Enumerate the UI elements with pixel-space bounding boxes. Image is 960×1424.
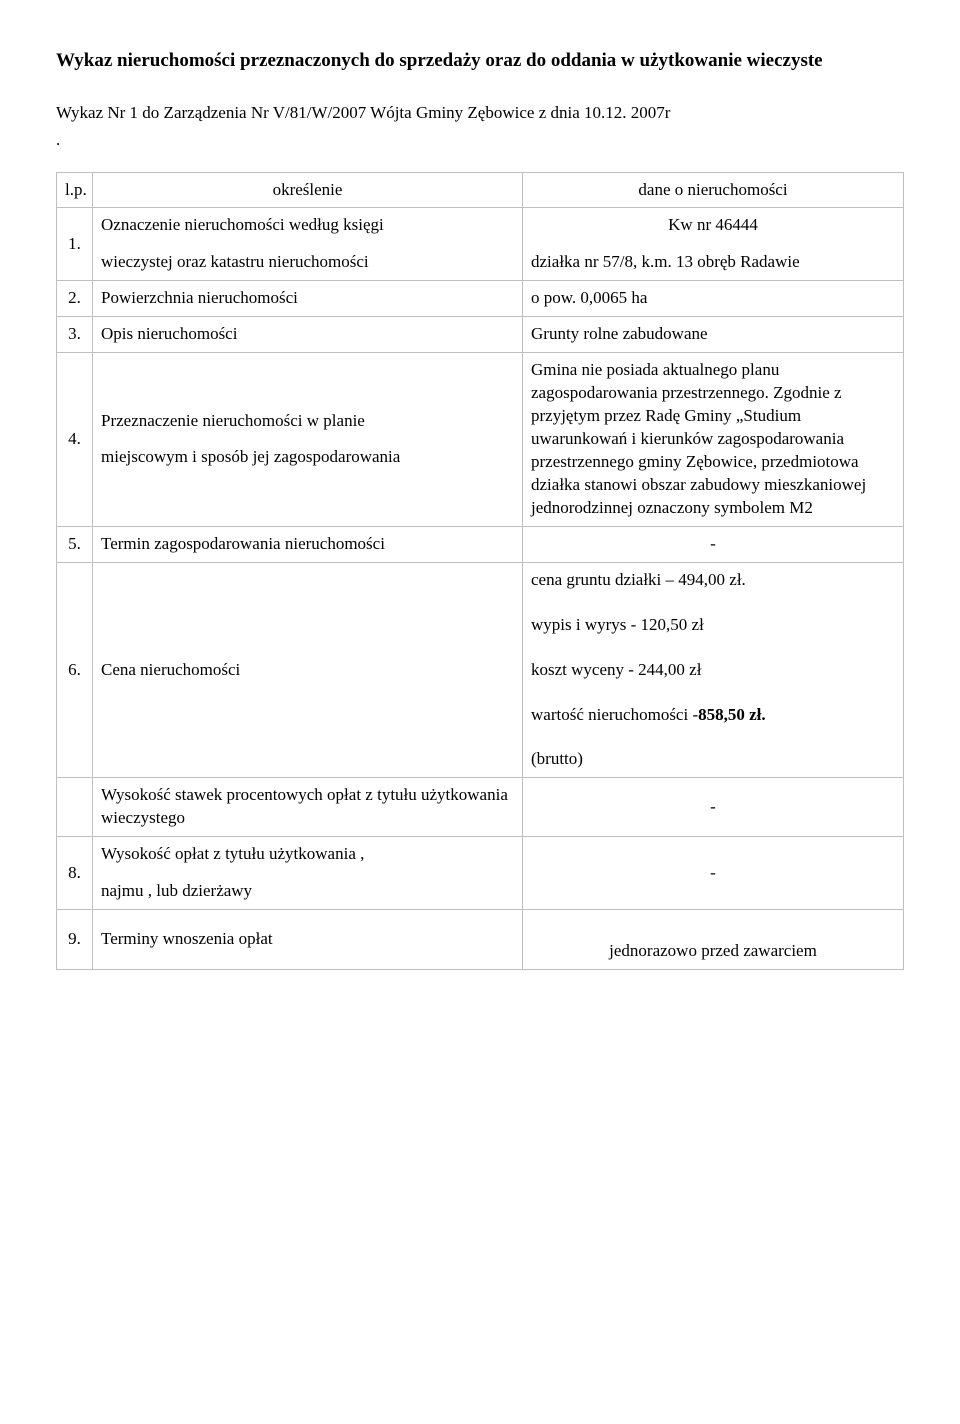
row-number: 2. — [57, 281, 93, 317]
row-value: cena gruntu działki – 494,00 zł. wypis i… — [523, 562, 904, 778]
value-line: wartość nieruchomości -858,50 zł. — [531, 704, 895, 727]
value-prefix: wartość nieruchomości - — [531, 705, 698, 724]
label-line: Przeznaczenie nieruchomości w planie — [101, 410, 514, 433]
row-value: - — [523, 778, 904, 837]
row-number: 9. — [57, 910, 93, 970]
row-number: 4. — [57, 353, 93, 527]
table-row: 2. Powierzchnia nieruchomości o pow. 0,0… — [57, 281, 904, 317]
value-line: (brutto) — [531, 748, 895, 771]
row-value: o pow. 0,0065 ha — [523, 281, 904, 317]
row-label: Termin zagospodarowania nieruchomości — [93, 526, 523, 562]
row-label: Przeznaczenie nieruchomości w planie mie… — [93, 353, 523, 527]
page-title: Wykaz nieruchomości przeznaczonych do sp… — [56, 48, 904, 74]
row-value: Grunty rolne zabudowane — [523, 317, 904, 353]
value-line: Kw nr 46444 — [531, 214, 895, 237]
label-line: wieczystej oraz katastru nieruchomości — [101, 251, 514, 274]
row-number: 5. — [57, 526, 93, 562]
period-mark: . — [56, 129, 904, 152]
row-value: Kw nr 46444 działka nr 57/8, k.m. 13 obr… — [523, 208, 904, 281]
row-label: Terminy wnoszenia opłat — [93, 910, 523, 970]
table-row: Wysokość stawek procentowych opłat z tyt… — [57, 778, 904, 837]
row-label: Cena nieruchomości — [93, 562, 523, 778]
table-row: 4. Przeznaczenie nieruchomości w planie … — [57, 353, 904, 527]
value-bold: 858,50 zł. — [698, 705, 766, 724]
table-row: 1. Oznaczenie nieruchomości według księg… — [57, 208, 904, 281]
row-value: - — [523, 526, 904, 562]
header-lp: l.p. — [57, 172, 93, 208]
label-line: miejscowym i sposób jej zagospodarowania — [101, 446, 514, 469]
value-line: cena gruntu działki – 494,00 zł. — [531, 569, 895, 592]
table-row: 3. Opis nieruchomości Grunty rolne zabud… — [57, 317, 904, 353]
header-dane: dane o nieruchomości — [523, 172, 904, 208]
row-label: Wysokość stawek procentowych opłat z tyt… — [93, 778, 523, 837]
subtitle: Wykaz Nr 1 do Zarządzenia Nr V/81/W/2007… — [56, 102, 904, 125]
row-value: Gmina nie posiada aktualnego planu zagos… — [523, 353, 904, 527]
row-number — [57, 778, 93, 837]
row-label: Opis nieruchomości — [93, 317, 523, 353]
table-row: 8. Wysokość opłat z tytułu użytkowania ,… — [57, 837, 904, 910]
property-table: l.p. określenie dane o nieruchomości 1. … — [56, 172, 904, 971]
label-line: najmu , lub dzierżawy — [101, 880, 514, 903]
table-row: 5. Termin zagospodarowania nieruchomości… — [57, 526, 904, 562]
row-number: 3. — [57, 317, 93, 353]
row-value: jednorazowo przed zawarciem — [523, 910, 904, 970]
table-header-row: l.p. określenie dane o nieruchomości — [57, 172, 904, 208]
row-number: 6. — [57, 562, 93, 778]
table-row: 6. Cena nieruchomości cena gruntu działk… — [57, 562, 904, 778]
header-okreslenie: określenie — [93, 172, 523, 208]
label-line: Wysokość opłat z tytułu użytkowania , — [101, 843, 514, 866]
value-line: wypis i wyrys - 120,50 zł — [531, 614, 895, 637]
row-number: 1. — [57, 208, 93, 281]
row-label: Powierzchnia nieruchomości — [93, 281, 523, 317]
value-line: koszt wyceny - 244,00 zł — [531, 659, 895, 682]
row-label: Oznaczenie nieruchomości według księgi w… — [93, 208, 523, 281]
value-line: działka nr 57/8, k.m. 13 obręb Radawie — [531, 251, 895, 274]
row-label: Wysokość opłat z tytułu użytkowania , na… — [93, 837, 523, 910]
label-line: Oznaczenie nieruchomości według księgi — [101, 214, 514, 237]
table-row: 9. Terminy wnoszenia opłat jednorazowo p… — [57, 910, 904, 970]
row-number: 8. — [57, 837, 93, 910]
row-value: - — [523, 837, 904, 910]
